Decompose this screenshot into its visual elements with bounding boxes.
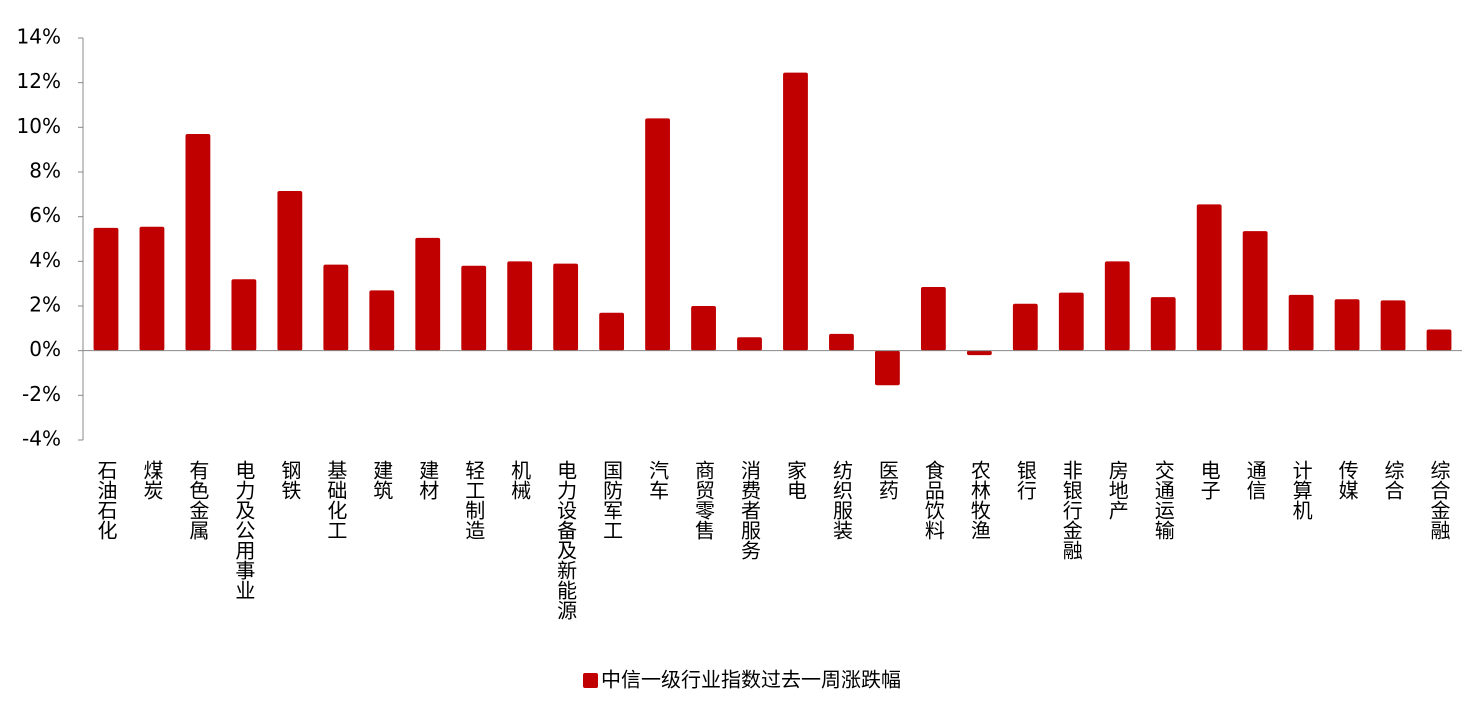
y-tick-label: 6%	[29, 203, 61, 227]
bar	[139, 226, 165, 351]
bar	[1380, 300, 1406, 351]
bar	[737, 337, 762, 351]
x-tick-label: 家电	[783, 460, 807, 500]
bar	[323, 264, 349, 351]
y-tick-label: 8%	[29, 159, 61, 183]
x-tick-label: 电力设备及新能源	[554, 460, 578, 620]
bar	[231, 279, 257, 351]
bar	[461, 265, 487, 351]
x-tick-label: 有色金属	[186, 460, 210, 541]
bar	[875, 350, 900, 386]
x-tick-label: 通信	[1243, 460, 1267, 500]
x-tick-label: 石油石化	[94, 460, 118, 540]
bar	[1334, 299, 1360, 351]
bar	[599, 312, 625, 351]
x-tick-label: 建材	[416, 460, 440, 500]
x-tick-label: 计算机	[1289, 460, 1313, 520]
x-tick-label: 传媒	[1335, 460, 1359, 500]
x-tick-label: 医药	[875, 460, 899, 500]
x-tick-label: 电力及公用事业	[232, 460, 256, 600]
x-tick-label: 食品饮料	[921, 460, 945, 540]
y-tick-label: 12%	[17, 69, 61, 93]
x-tick-label: 汽车	[646, 460, 670, 500]
legend-label: 中信一级行业指数过去一周涨跌幅	[601, 668, 901, 692]
x-tick-label: 电子	[1197, 460, 1221, 500]
bar	[966, 350, 992, 356]
x-tick-label: 机械	[508, 460, 532, 500]
bar	[93, 227, 119, 351]
x-tick-label: 轻工制造	[462, 460, 486, 540]
x-tick-label: 基础化工	[324, 460, 348, 540]
y-tick-label: 2%	[29, 293, 61, 317]
bar	[1104, 261, 1130, 351]
bar	[1058, 292, 1084, 351]
legend-swatch	[583, 673, 598, 688]
bar	[553, 263, 579, 351]
x-tick-label: 房地产	[1105, 460, 1129, 520]
x-tick-label: 煤炭	[140, 460, 164, 500]
bar	[1196, 204, 1222, 351]
bar	[1288, 294, 1314, 351]
bar	[829, 333, 854, 351]
bar	[185, 134, 211, 351]
bar	[920, 287, 946, 351]
bar	[1150, 297, 1176, 351]
x-tick-label: 银行	[1013, 460, 1037, 500]
y-tick-label: 10%	[17, 114, 61, 138]
x-tick-label: 交通运输	[1151, 460, 1175, 540]
y-tick-label: 14%	[17, 25, 61, 49]
bar	[277, 190, 303, 351]
bar	[507, 261, 533, 351]
bar	[1242, 231, 1268, 351]
y-tick-label: 0%	[29, 337, 61, 361]
bar	[369, 290, 395, 351]
x-tick-label: 国防军工	[600, 460, 624, 540]
x-tick-label: 综合	[1381, 460, 1405, 500]
x-tick-label: 钢铁	[278, 460, 302, 500]
x-tick-label: 建筑	[370, 460, 394, 500]
x-tick-label: 商贸零售	[692, 460, 716, 540]
bar	[645, 118, 670, 351]
bar	[1012, 303, 1038, 351]
y-tick-label: -2%	[22, 382, 61, 406]
x-tick-label: 消费者服务	[738, 460, 762, 560]
x-tick-label: 综合金融	[1427, 460, 1451, 540]
x-tick-label: 农林牧渔	[967, 460, 991, 540]
x-tick-label: 纺织服装	[829, 460, 853, 540]
y-tick-label: -4%	[22, 427, 61, 451]
bar	[415, 237, 441, 351]
bar	[1426, 329, 1452, 351]
x-tick-label: 非银行金融	[1059, 460, 1083, 560]
bar	[691, 306, 716, 351]
y-tick-label: 4%	[29, 248, 61, 272]
bar	[783, 72, 808, 351]
